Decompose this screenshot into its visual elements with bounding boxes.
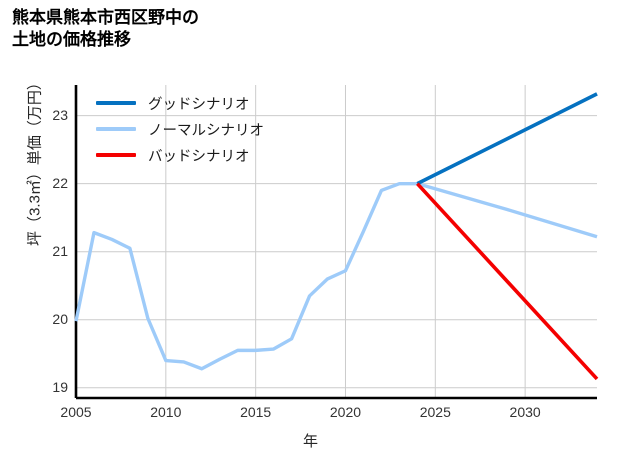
x-tick-2025: 2025: [419, 404, 451, 420]
legend-item-normal: ノーマルシナリオ: [96, 116, 264, 142]
legend-swatch-good: [96, 101, 136, 105]
x-tick-2015: 2015: [240, 404, 272, 420]
legend-label-normal: ノーマルシナリオ: [148, 122, 264, 139]
grid-lines: [75, 85, 597, 398]
x-tick-2030: 2030: [509, 404, 541, 420]
page-title: 熊本県熊本市西区野中の 土地の価格推移: [12, 8, 199, 50]
series-line-グッドシナリオ: [416, 92, 598, 186]
legend-label-good: グッドシナリオ: [148, 96, 250, 113]
x-axis-title: 年: [302, 433, 318, 450]
y-tick-22: 22: [52, 174, 68, 191]
series-line-ノーマルシナリオ: [74, 181, 598, 371]
legend-swatch-bad: [96, 153, 136, 157]
legend: グッドシナリオ ノーマルシナリオ バッドシナリオ: [96, 90, 264, 168]
data-series-layer: [74, 92, 599, 381]
x-tick-2010: 2010: [150, 404, 182, 420]
y-tick-23: 23: [52, 106, 68, 123]
x-tick-2020: 2020: [329, 404, 362, 420]
y-tick-19: 19: [52, 378, 68, 395]
legend-label-bad: バッドシナリオ: [148, 148, 250, 165]
y-axis-title: 坪（3.3㎡）単価（万円）: [26, 75, 44, 246]
y-tick-20: 20: [52, 310, 68, 327]
legend-item-bad: バッドシナリオ: [96, 142, 264, 168]
x-tick-2005: 2005: [60, 404, 92, 420]
legend-swatch-normal: [96, 127, 136, 131]
series-line-バッドシナリオ: [416, 182, 599, 381]
axis-spines: [74, 85, 597, 400]
legend-item-good: グッドシナリオ: [96, 90, 264, 116]
y-tick-21: 21: [52, 242, 68, 259]
